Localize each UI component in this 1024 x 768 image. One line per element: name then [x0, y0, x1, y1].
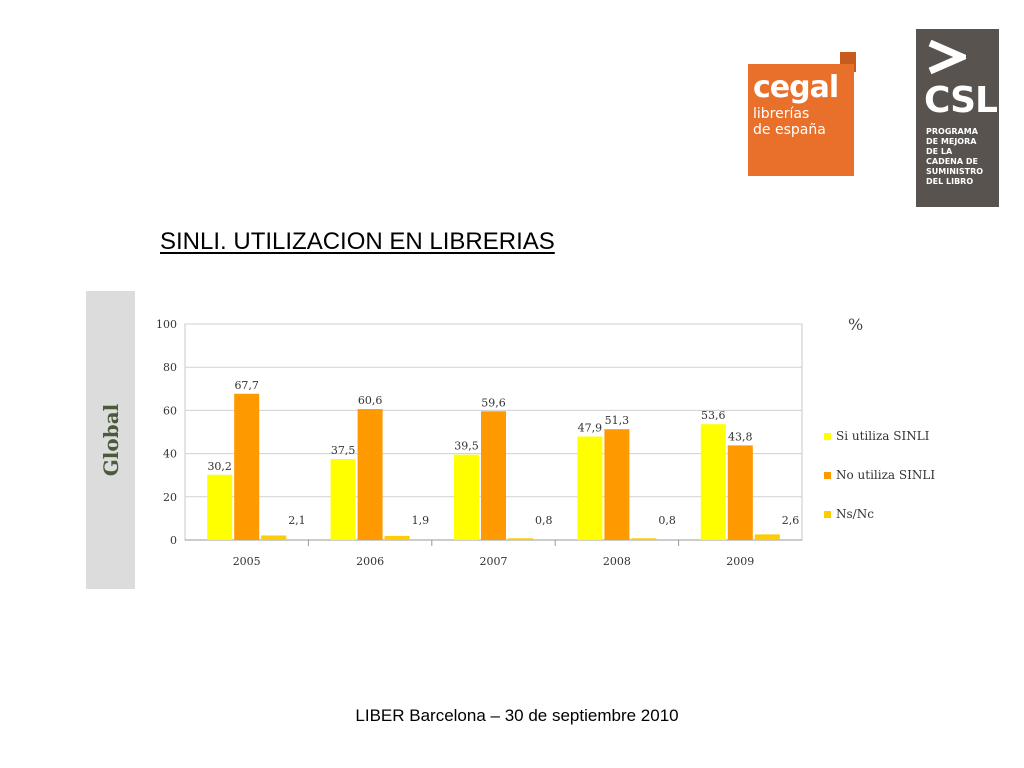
csl-logo: CSL PROGRAMA DE MEJORA DE LA CADENA DE S… — [916, 29, 999, 207]
bar — [727, 445, 753, 540]
footer-text: LIBER Barcelona – 30 de septiembre 2010 — [355, 706, 679, 725]
bar-chart: 0 20 40 60 80 100 30,2 67,7 2,1 2005 37,5 60,6 1,9 20… — [156, 315, 935, 568]
data-label: 43,8 — [728, 430, 753, 443]
cegal-logo-box: cegal librerías de españa — [748, 64, 854, 176]
legend-label: No utiliza SINLI — [836, 468, 935, 482]
data-label: 39,5 — [454, 440, 479, 453]
chevron-right-icon — [928, 39, 966, 75]
csl-line: SUMINISTRO — [926, 167, 984, 176]
legend-swatch — [824, 433, 831, 440]
bar — [261, 535, 287, 540]
data-label: 67,7 — [234, 379, 259, 392]
x-tick-label: 2006 — [356, 555, 384, 568]
data-label: 2,6 — [782, 514, 800, 527]
cegal-line-1: librerías — [753, 106, 810, 122]
bar — [631, 538, 657, 540]
data-label: 37,5 — [331, 444, 356, 457]
data-label: 30,2 — [207, 460, 232, 473]
data-label: 0,8 — [535, 514, 553, 527]
y-tick-label: 40 — [163, 448, 177, 461]
bar — [577, 436, 603, 540]
csl-line: DE LA — [926, 147, 953, 156]
data-label: 60,6 — [358, 394, 383, 407]
x-tick-label: 2005 — [233, 555, 261, 568]
y-tick-label: 0 — [170, 534, 177, 547]
bar — [330, 459, 356, 540]
side-label: Global — [98, 403, 123, 477]
cegal-logo: cegal librerías de españa — [748, 52, 856, 176]
footer: LIBER Barcelona – 30 de septiembre 2010 — [0, 706, 1024, 726]
bar — [700, 424, 726, 540]
y-tick-label: 60 — [163, 404, 177, 417]
bar — [357, 409, 383, 540]
bar — [604, 429, 630, 540]
bar — [454, 454, 479, 540]
data-label: 59,6 — [481, 396, 506, 409]
csl-line: DEL LIBRO — [926, 177, 974, 186]
legend-label: Ns/Nc — [836, 507, 874, 521]
bar — [207, 474, 233, 540]
bar — [754, 534, 780, 540]
y-tick-label: 20 — [163, 491, 177, 504]
data-label: 0,8 — [658, 514, 676, 527]
bar — [481, 411, 506, 540]
legend-label: Si utiliza SINLI — [836, 429, 930, 443]
y-tick-label: 80 — [163, 361, 177, 374]
slide-title: SINLI. UTILIZACION EN LIBRERIAS — [160, 228, 555, 255]
side-band: Global — [86, 291, 135, 589]
data-label: 1,9 — [412, 514, 430, 527]
data-label: 47,9 — [578, 422, 603, 435]
legend-swatch — [824, 472, 831, 479]
x-tick-label: 2007 — [480, 555, 508, 568]
csl-mark: CSL — [924, 80, 998, 121]
bar — [384, 535, 410, 540]
y-tick-label: 100 — [156, 318, 177, 331]
csl-program-lines: PROGRAMA DE MEJORA DE LA CADENA DE SUMIN… — [926, 127, 996, 187]
csl-line: DE MEJORA — [926, 137, 977, 146]
bar — [508, 538, 533, 540]
cegal-brand: cegal — [753, 70, 839, 105]
x-tick-label: 2009 — [726, 555, 754, 568]
x-tick-label: 2008 — [603, 555, 631, 568]
data-label: 53,6 — [701, 409, 726, 422]
data-label: 2,1 — [288, 514, 306, 527]
legend-swatch — [824, 511, 831, 518]
csl-line: PROGRAMA — [926, 127, 978, 136]
csl-line: CADENA DE — [926, 157, 978, 166]
bar — [234, 393, 260, 540]
cegal-line-2: de españa — [753, 122, 826, 138]
data-label: 51,3 — [605, 414, 630, 427]
unit-label: % — [848, 315, 863, 334]
